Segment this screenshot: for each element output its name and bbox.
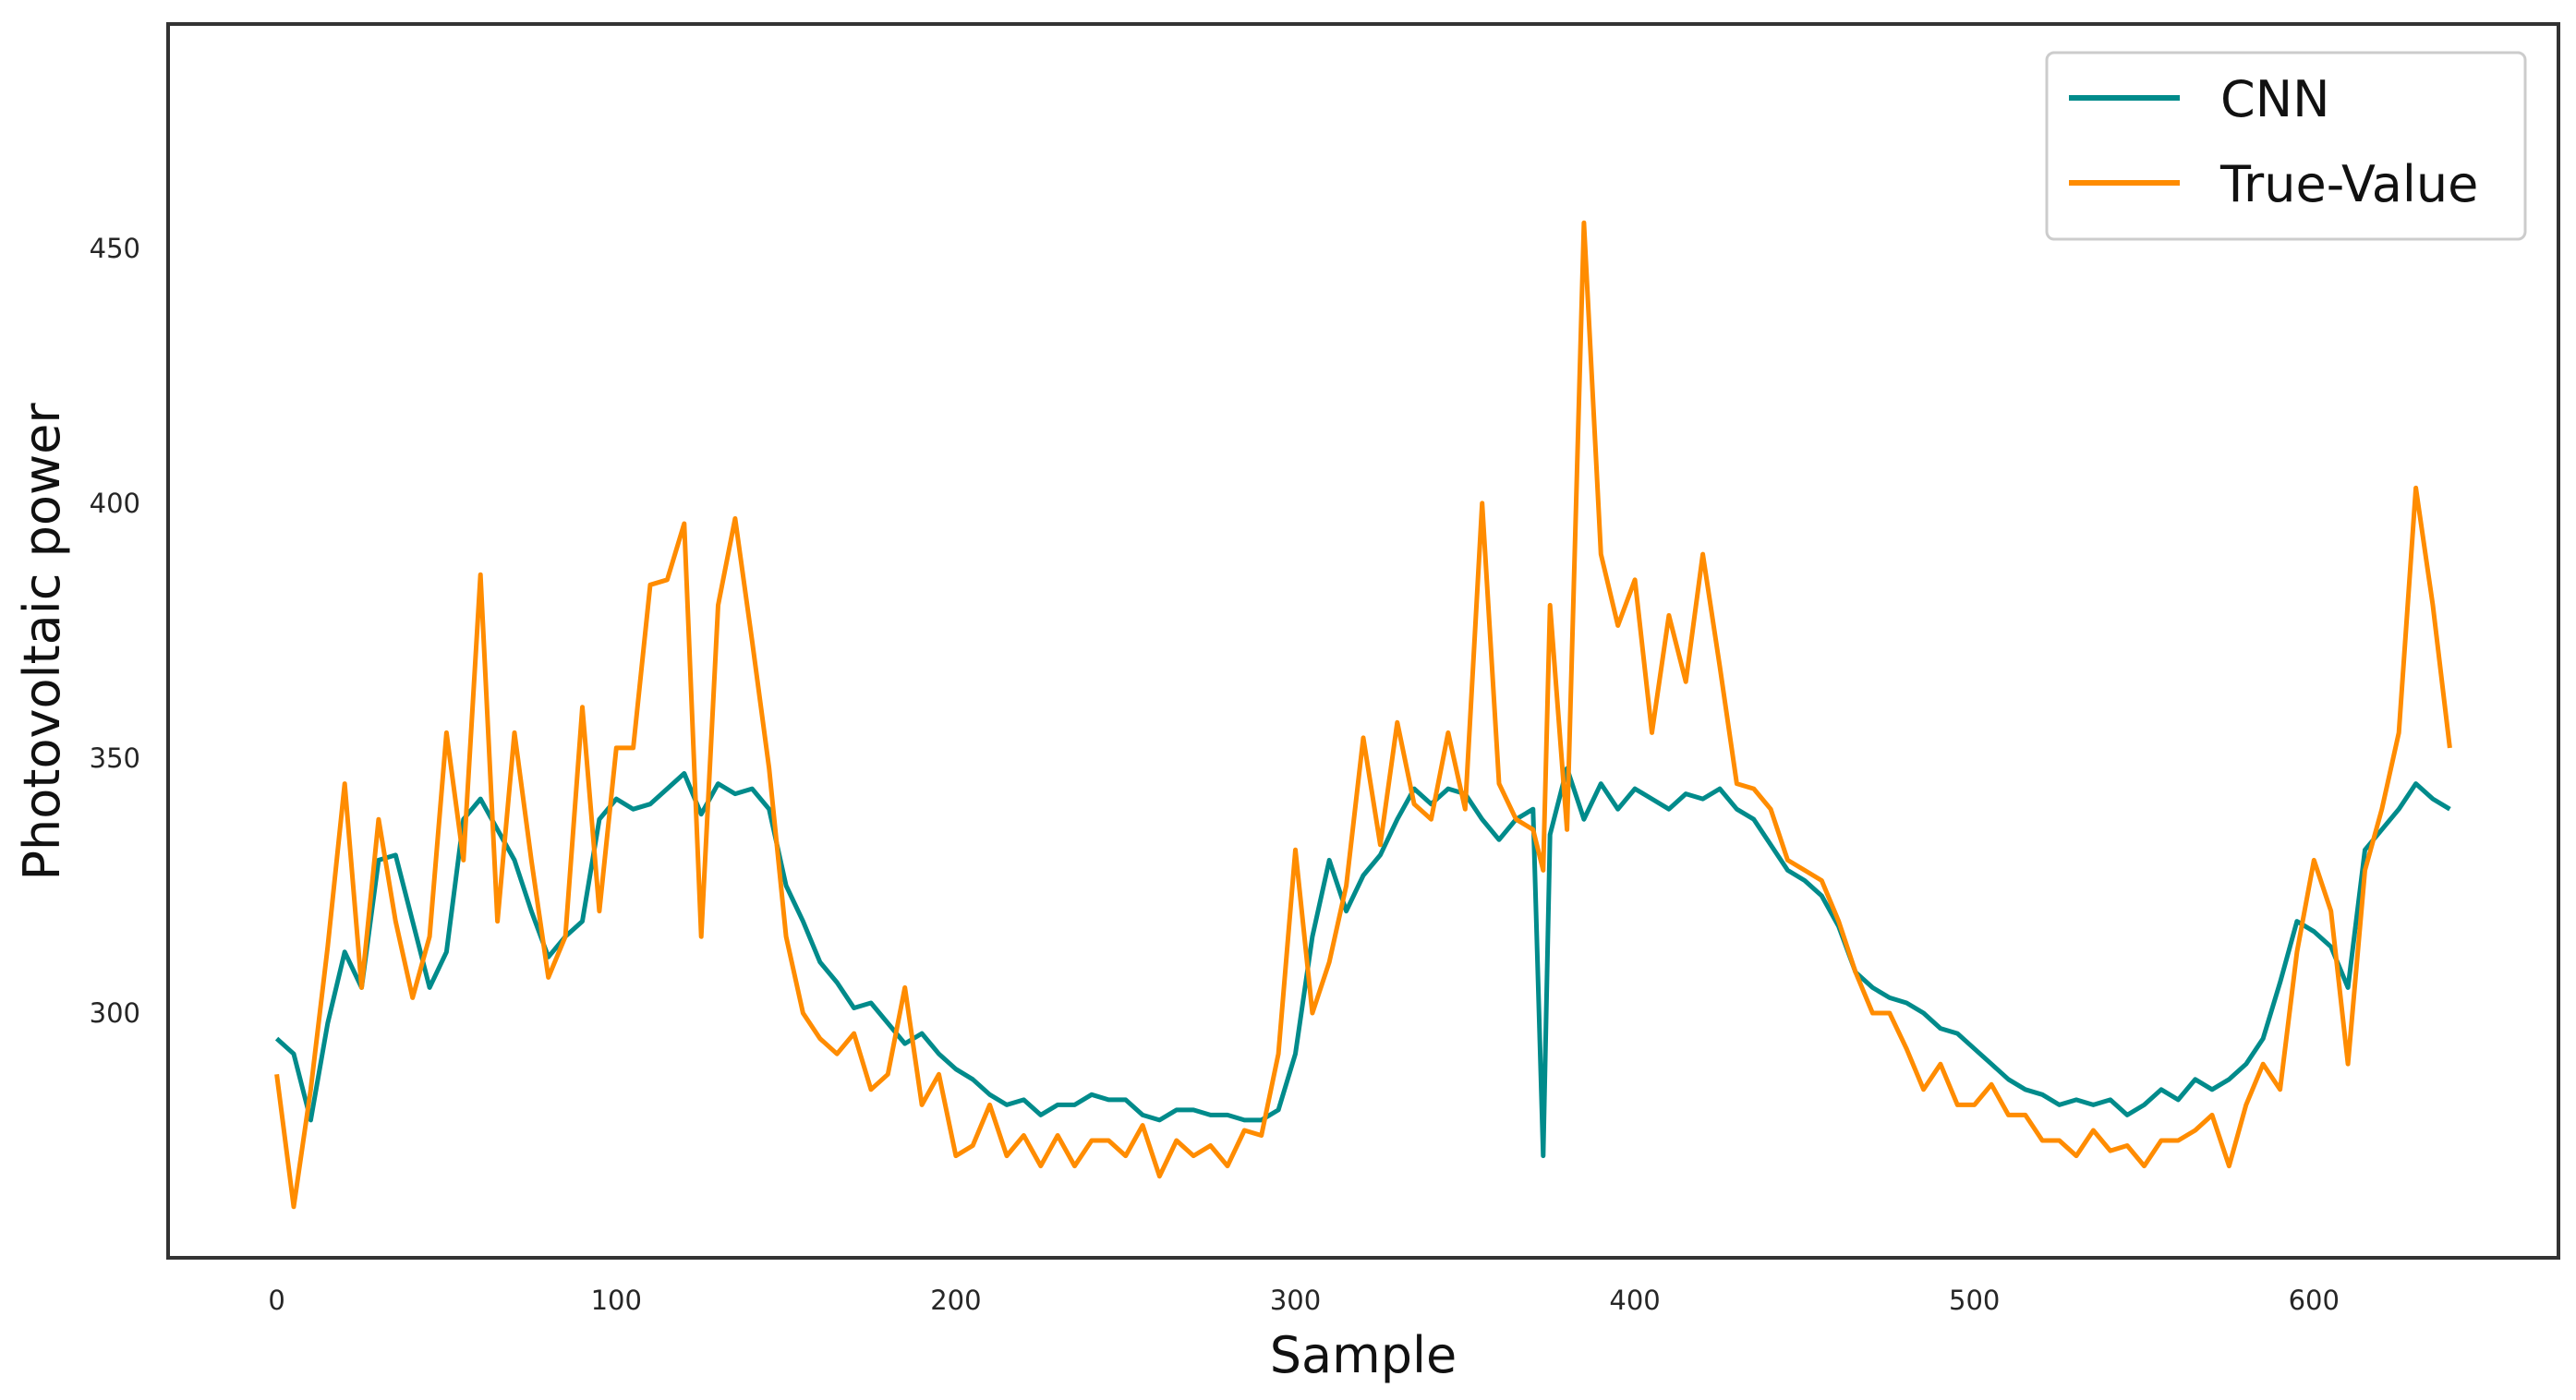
legend[interactable]: CNN True-Value — [2045, 51, 2527, 241]
x-tick-label: 400 — [1609, 1285, 1660, 1316]
y-axis-ticks: 300 350 400 450 — [90, 233, 140, 1029]
series-layer — [274, 220, 2452, 1210]
y-tick-label: 300 — [90, 997, 140, 1029]
x-tick-label: 500 — [1949, 1285, 2000, 1316]
y-axis-label: Photovoltaic power — [13, 403, 71, 881]
x-tick-label: 200 — [930, 1285, 981, 1316]
x-tick-label: 300 — [1270, 1285, 1321, 1316]
x-tick-label: 600 — [2289, 1285, 2340, 1316]
y-tick-label: 450 — [90, 233, 140, 264]
plot-frame — [166, 22, 2560, 1260]
x-axis-label: Sample — [1270, 1326, 1457, 1384]
series-line-true-value — [274, 220, 2452, 1210]
x-axis-ticks: 0 100 200 300 400 500 600 — [268, 1285, 2340, 1316]
legend-label-true-value: True-Value — [2219, 155, 2478, 213]
x-tick-label: 100 — [591, 1285, 642, 1316]
y-tick-label: 350 — [90, 742, 140, 774]
x-tick-label: 0 — [268, 1285, 284, 1316]
series-line-cnn — [274, 766, 2451, 1159]
legend-label-cnn: CNN — [2220, 70, 2330, 128]
y-tick-label: 400 — [90, 488, 140, 519]
